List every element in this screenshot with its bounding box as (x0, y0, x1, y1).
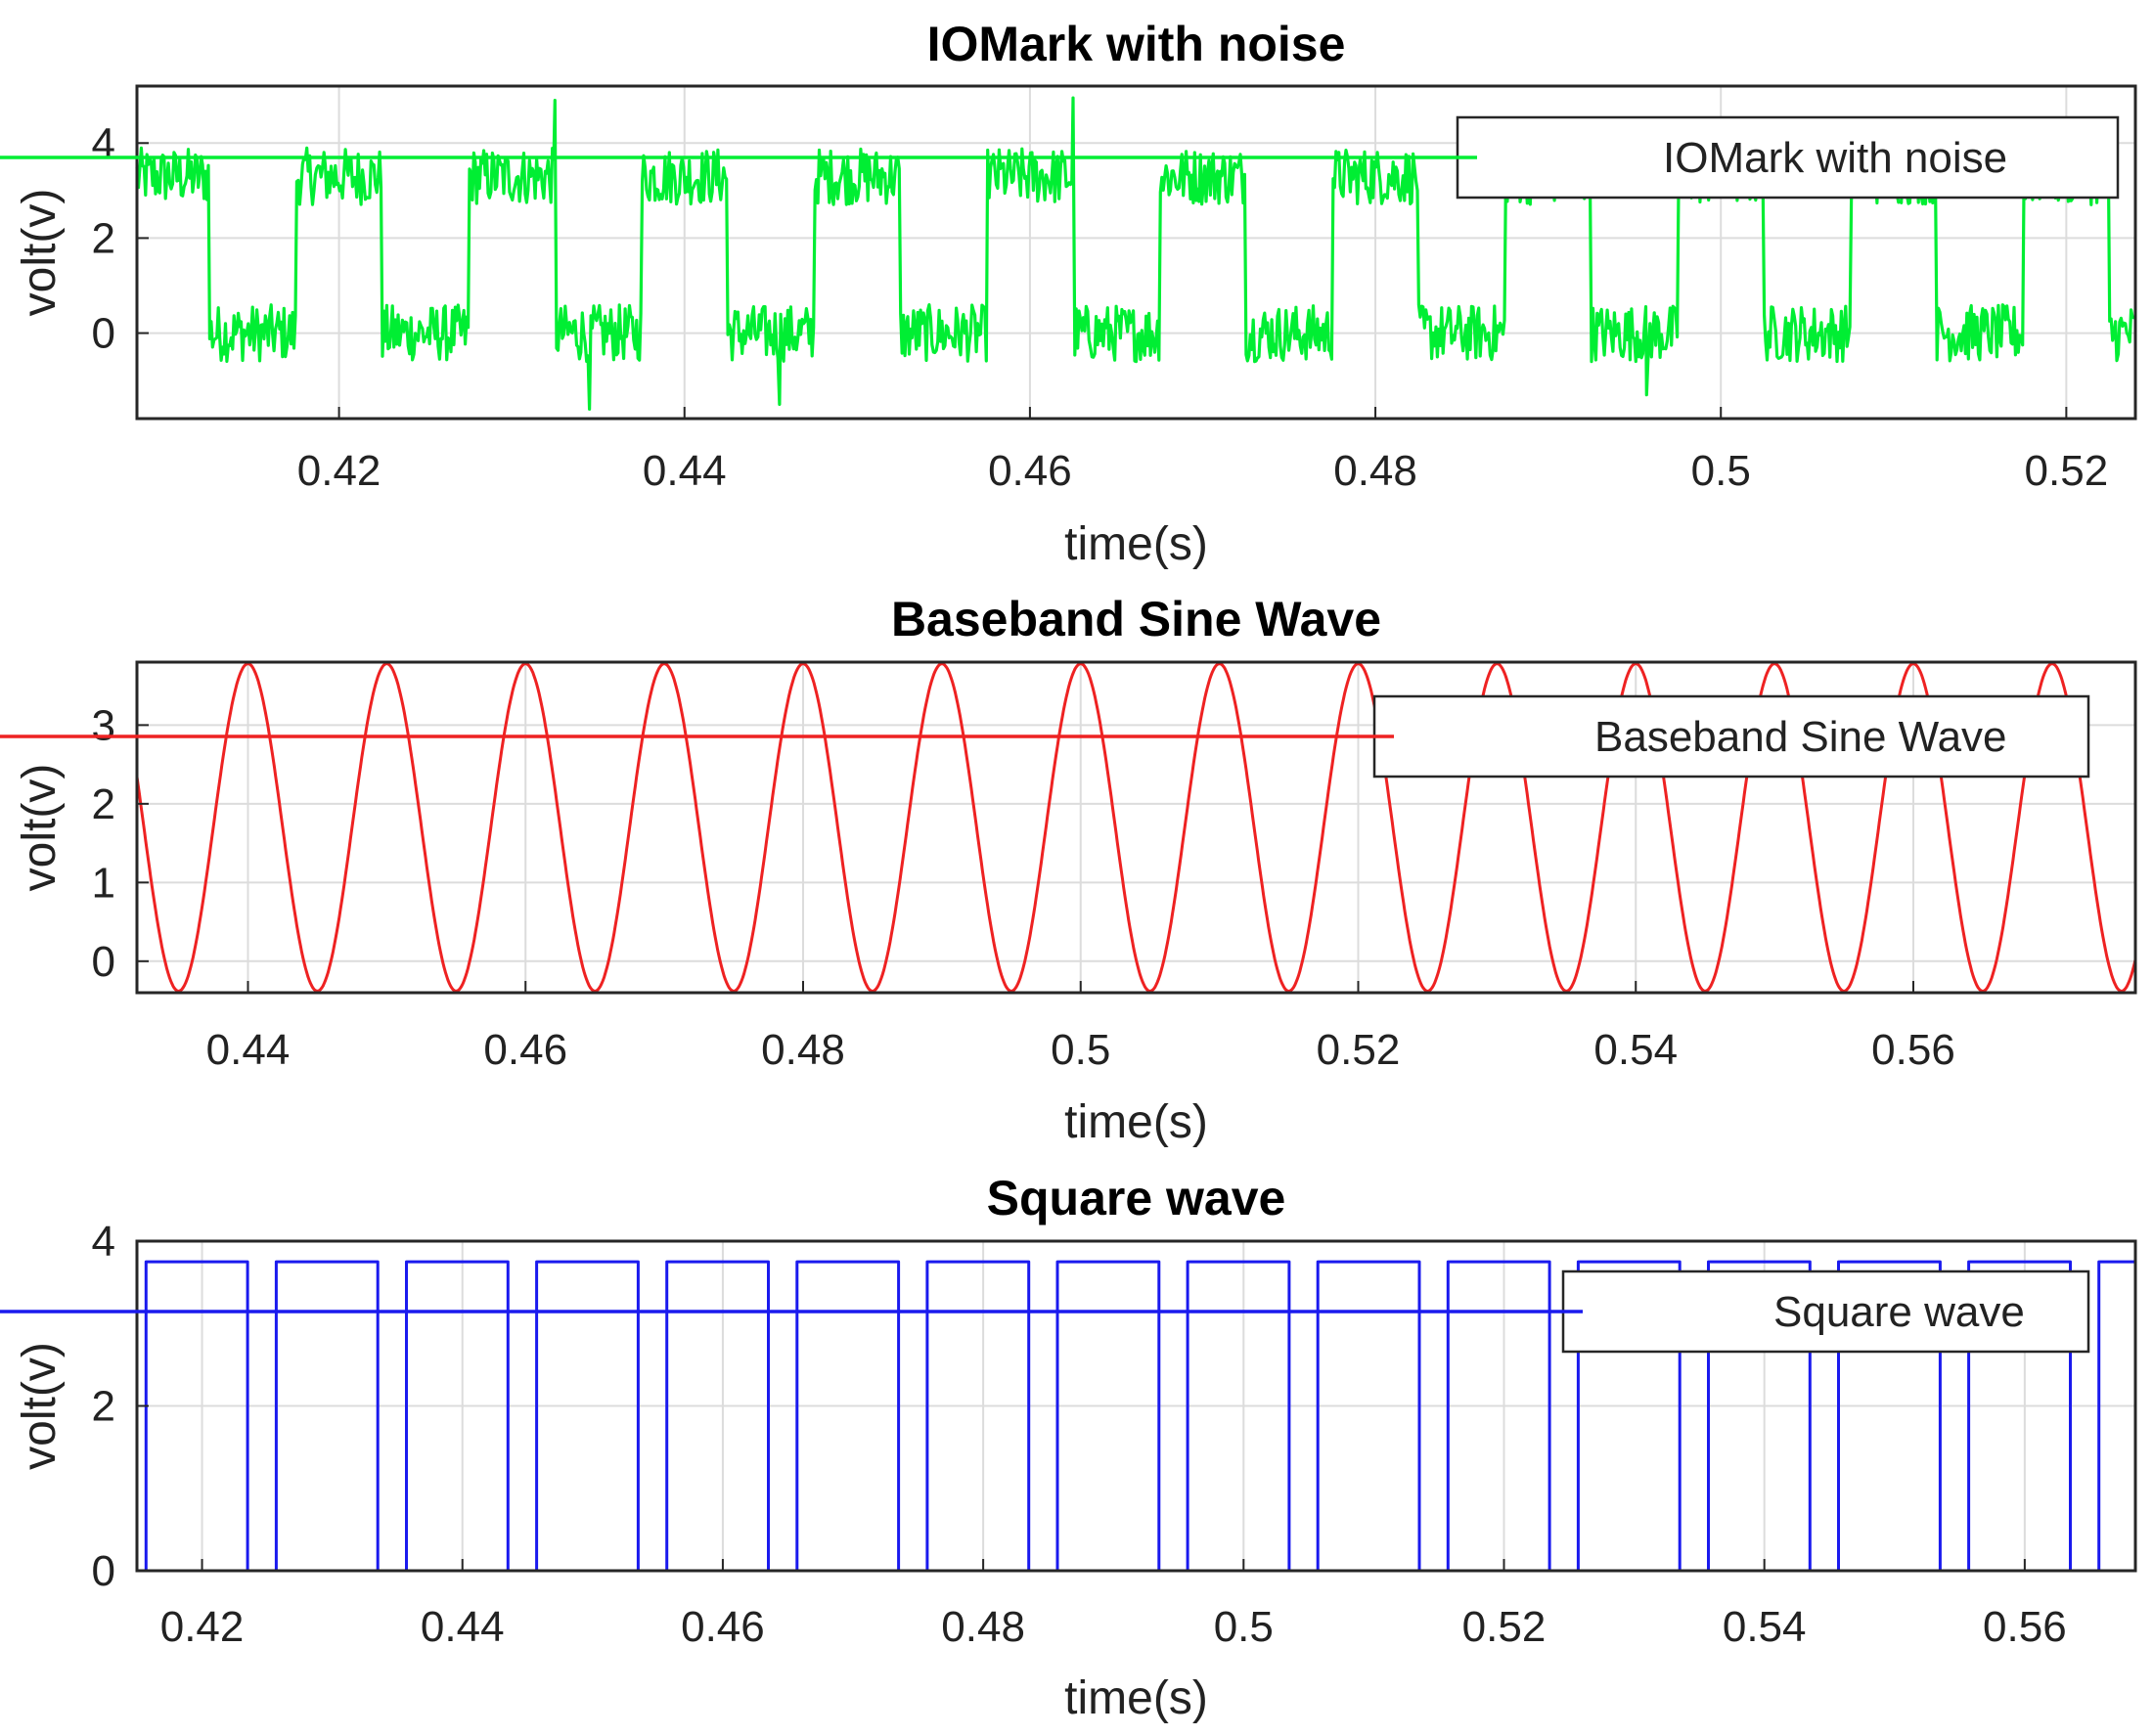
legend-label: Baseband Sine Wave (1594, 713, 2007, 761)
y-axis-label: volt(v) (14, 1342, 66, 1470)
x-tick-label: 0.48 (941, 1603, 1025, 1651)
x-axis-label: time(s) (1064, 1672, 1208, 1724)
y-tick-label: 2 (92, 214, 115, 262)
x-axis-label: time(s) (1064, 1096, 1208, 1148)
x-tick-label: 0.42 (297, 447, 381, 495)
x-tick-label: 0.42 (160, 1603, 245, 1651)
chart-iomark-with-noise: 0.42 0.44 0.46 0.48 0.5 0.52 0 2 4 IOMark with no… (0, 17, 2137, 570)
x-tick-label: 0.54 (1723, 1603, 1807, 1651)
x-tick-label: 0.44 (643, 447, 727, 495)
x-tick-label: 0.46 (483, 1026, 567, 1074)
axes-box (135, 84, 2137, 421)
chart-title: Square wave (987, 1171, 1286, 1225)
y-tick-label: 2 (92, 780, 115, 828)
y-tick-label: 2 (92, 1383, 115, 1431)
series-line (135, 96, 2136, 411)
chart-title: IOMark with noise (927, 17, 1346, 71)
legend-box (1561, 1269, 2090, 1354)
y-tick-label: 1 (92, 859, 115, 907)
legend: Square wave (0, 1269, 2090, 1354)
legend-box (1372, 694, 2090, 779)
chart-title: Baseband Sine Wave (891, 592, 1381, 646)
x-tick-label: 0.56 (1871, 1026, 1955, 1074)
legend: Baseband Sine Wave (0, 694, 2090, 779)
y-tick-label: 4 (92, 119, 115, 167)
legend: IOMark with noise (0, 115, 2120, 200)
x-tick-label: 0.5 (1691, 447, 1751, 495)
x-tick-label: 0.44 (421, 1603, 505, 1651)
x-tick-label: 0.48 (1333, 447, 1417, 495)
x-tick-label: 0.46 (988, 447, 1072, 495)
x-tick-label: 0.56 (1983, 1603, 2067, 1651)
x-tick-label: 0.52 (1317, 1026, 1401, 1074)
y-axis-label: volt(v) (14, 764, 66, 892)
x-tick-label: 0.44 (206, 1026, 291, 1074)
x-tick-label: 0.5 (1051, 1026, 1110, 1074)
x-tick-label: 0.46 (681, 1603, 765, 1651)
x-tick-label: 0.52 (1462, 1603, 1547, 1651)
x-tick-label: 0.54 (1593, 1026, 1678, 1074)
x-tick-label: 0.48 (761, 1026, 845, 1074)
legend-box (1456, 115, 2120, 200)
x-tick-label: 0.5 (1214, 1603, 1274, 1651)
y-axis-label: volt(v) (14, 189, 66, 317)
y-tick-label: 0 (92, 938, 115, 986)
chart-baseband-sine-wave: 0.44 0.46 0.48 0.5 0.52 0.54 0.56 0 1 2 3 Baseband … (0, 592, 2137, 1148)
y-tick-label: 0 (92, 310, 115, 358)
y-tick-label: 3 (92, 701, 115, 749)
y-tick-label: 0 (92, 1547, 115, 1595)
chart-square-wave: 0.42 0.44 0.46 0.48 0.5 0.52 0.54 0.56 0 2 4 Square… (0, 1171, 2137, 1724)
y-tick-label: 4 (92, 1218, 115, 1266)
x-tick-label: 0.52 (2025, 447, 2109, 495)
x-axis-label: time(s) (1064, 518, 1208, 570)
legend-label: IOMark with noise (1663, 134, 2007, 182)
legend-label: Square wave (1773, 1288, 2025, 1336)
axes-box (135, 660, 2137, 995)
